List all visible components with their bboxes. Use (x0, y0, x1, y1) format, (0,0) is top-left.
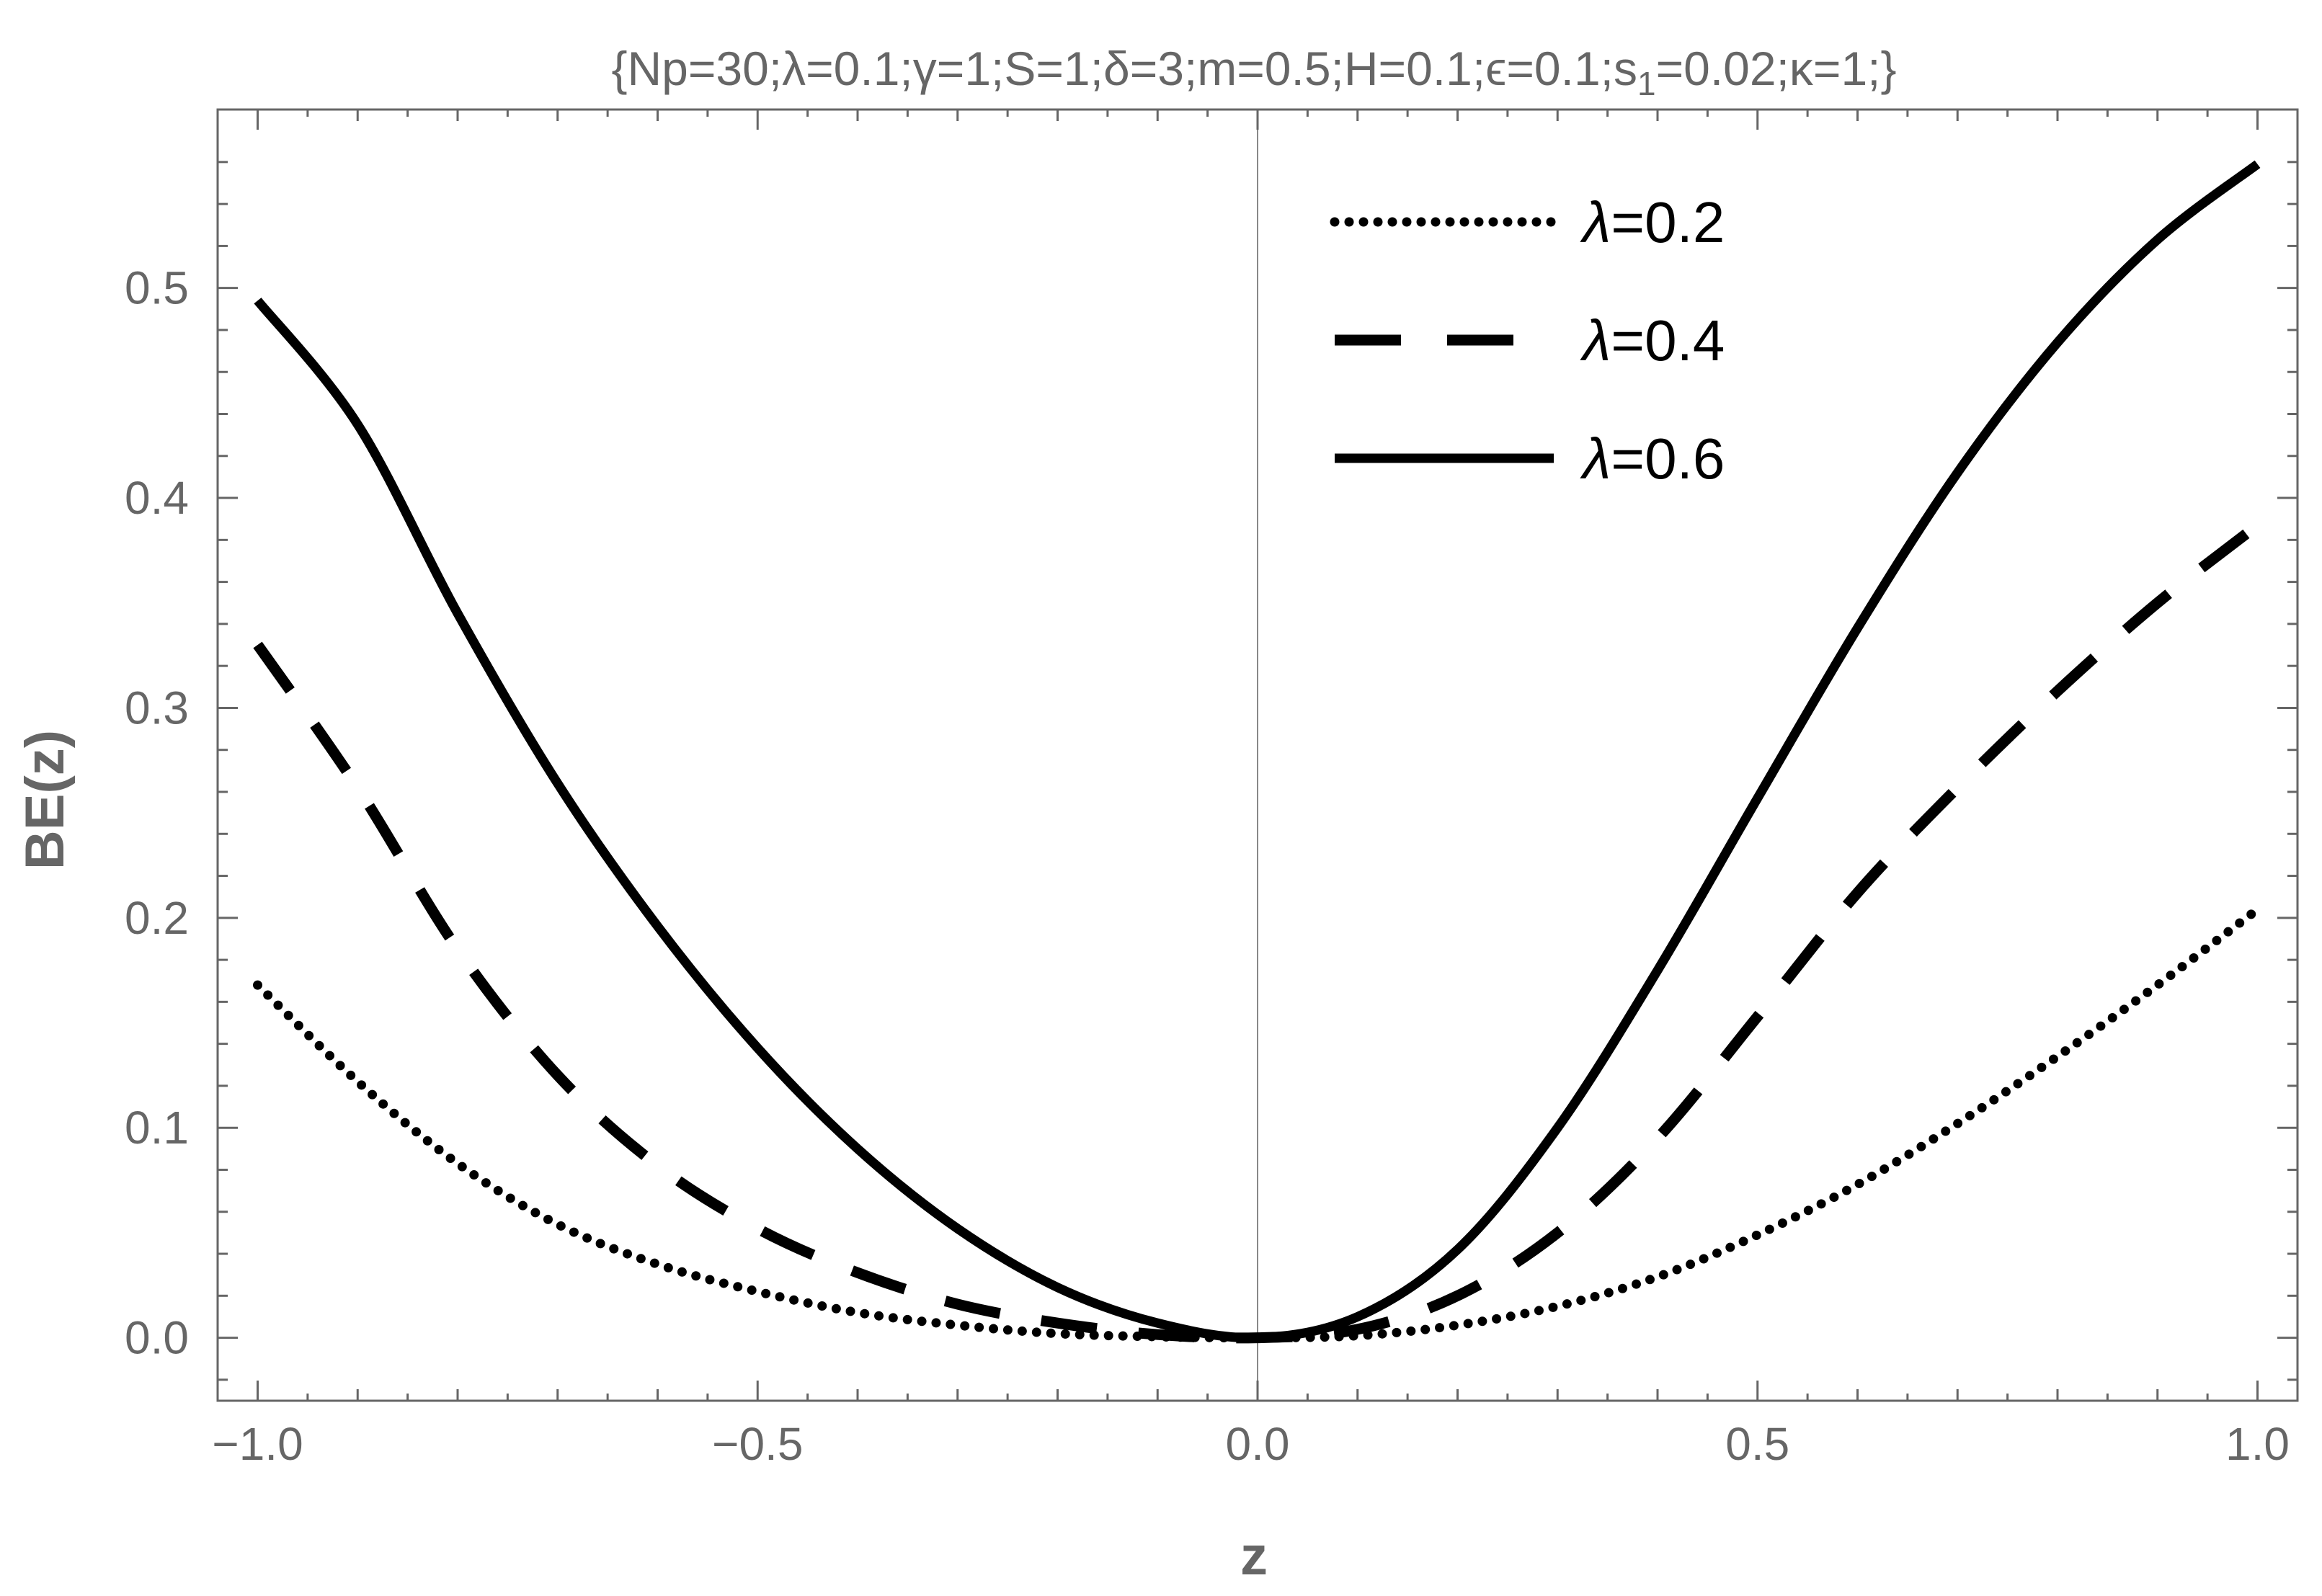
x-tick-label: 0.5 (1725, 1418, 1789, 1470)
legend-symbol: λ (1580, 308, 1611, 373)
title-part: {Np=30;λ=0.1;γ=1;S=1;δ=3;m=0.5;H=0.1;ϵ=0… (611, 42, 1637, 95)
y-tick-label: 0.4 (125, 472, 189, 524)
legend-symbol: λ (1580, 427, 1611, 491)
series-line-3 (254, 160, 2261, 1343)
legend: λ=0.2λ=0.4λ=0.6 (1330, 190, 1725, 491)
legend-label-2: λ=0.4 (1580, 308, 1725, 373)
title-subscript: 1 (1637, 65, 1656, 102)
x-tick-label: 1.0 (2225, 1418, 2290, 1470)
y-tick-label: 0.5 (125, 262, 189, 314)
legend-value: =0.2 (1611, 190, 1725, 254)
axis-ticks: −1.0 −0.5 0.0 0.5 1.0 0.0 0.1 0.2 0.3 0.4 0.5 (125, 110, 2297, 1470)
chart-title: {Np=30;λ=0.1;γ=1;S=1;δ=3;m=0.5;H=0.1;ϵ=0… (611, 42, 1896, 102)
series-lines (253, 160, 2262, 1344)
series-line-1 (253, 904, 2262, 1343)
legend-value: =0.6 (1611, 427, 1725, 491)
x-tick-label: 0.0 (1226, 1418, 1290, 1470)
y-tick-label: 0.2 (125, 892, 189, 944)
x-tick-label: −1.0 (212, 1418, 303, 1470)
title-part: =0.02;κ=1;} (1656, 42, 1897, 95)
legend-value: =0.4 (1611, 308, 1725, 373)
y-tick-label: 0.1 (125, 1102, 189, 1154)
legend-label-1: λ=0.2 (1580, 190, 1725, 254)
y-tick-label: 0.0 (125, 1312, 189, 1364)
legend-label-3: λ=0.6 (1580, 427, 1725, 491)
x-tick-label: −0.5 (712, 1418, 803, 1470)
y-tick-label: 0.3 (125, 682, 189, 734)
legend-symbol: λ (1580, 190, 1611, 254)
x-axis-label: z (1240, 1525, 1268, 1587)
y-axis-label: BE(z) (14, 730, 76, 870)
